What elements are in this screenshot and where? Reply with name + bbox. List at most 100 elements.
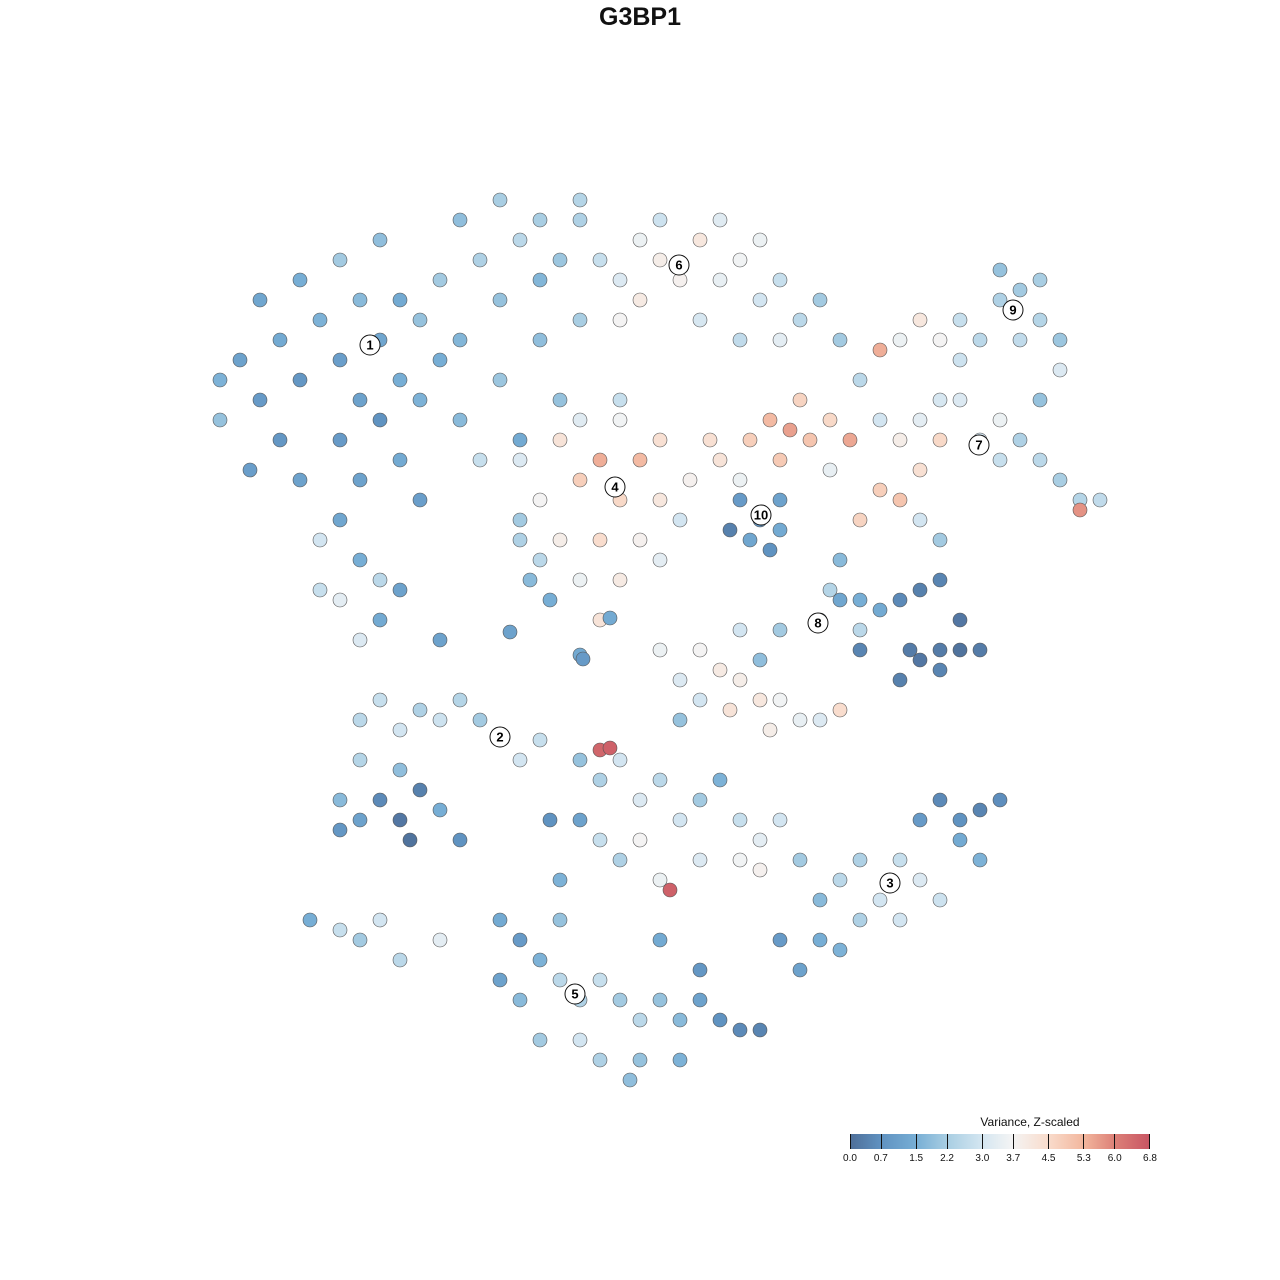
data-point — [532, 212, 548, 228]
data-point — [832, 592, 848, 608]
data-point — [872, 412, 888, 428]
cluster-label-badge — [1002, 299, 1024, 321]
data-point — [732, 332, 748, 348]
data-point — [932, 792, 948, 808]
cluster-label-badge — [604, 476, 626, 498]
data-point — [992, 452, 1008, 468]
cluster-label-text: 7 — [975, 438, 982, 453]
legend-tick-label: 6.0 — [1107, 1153, 1122, 1164]
data-point — [592, 1052, 608, 1068]
data-point — [792, 852, 808, 868]
data-point — [552, 872, 568, 888]
data-point — [652, 872, 668, 888]
cluster-label-text: 9 — [1009, 303, 1016, 318]
data-point — [332, 792, 348, 808]
data-point — [772, 692, 788, 708]
data-point — [812, 932, 828, 948]
data-point — [432, 272, 448, 288]
data-point — [912, 412, 928, 428]
data-point — [672, 712, 688, 728]
data-point — [412, 312, 428, 328]
data-point — [532, 492, 548, 508]
data-point — [682, 472, 698, 488]
legend-tick — [1113, 1134, 1115, 1149]
data-point — [932, 572, 948, 588]
data-point — [1032, 272, 1048, 288]
data-point — [872, 342, 888, 358]
data-point — [572, 572, 588, 588]
data-point — [932, 642, 948, 658]
data-point — [772, 492, 788, 508]
data-point — [832, 942, 848, 958]
data-point — [352, 392, 368, 408]
data-point — [212, 412, 228, 428]
data-point — [892, 332, 908, 348]
data-point — [772, 622, 788, 638]
data-point — [532, 552, 548, 568]
data-point — [752, 232, 768, 248]
data-point — [1012, 282, 1028, 298]
data-point — [432, 632, 448, 648]
data-point — [692, 792, 708, 808]
legend-tick-label: 0.0 — [843, 1153, 857, 1164]
data-point — [372, 912, 388, 928]
data-point — [352, 932, 368, 948]
data-point — [932, 392, 948, 408]
data-point — [762, 542, 778, 558]
data-point — [852, 912, 868, 928]
legend-tick-label: 0.7 — [873, 1153, 888, 1164]
legend-tick — [981, 1134, 983, 1149]
cluster-label-text: 10 — [754, 508, 768, 523]
data-point — [1072, 502, 1088, 518]
data-point — [992, 292, 1008, 308]
cluster-label-text: 3 — [886, 876, 893, 891]
data-point — [612, 272, 628, 288]
cluster-label-6: 6 — [668, 254, 690, 276]
data-point — [892, 672, 908, 688]
data-point — [632, 292, 648, 308]
data-point — [672, 1052, 688, 1068]
data-point — [632, 452, 648, 468]
data-point — [572, 1032, 588, 1048]
data-point — [532, 732, 548, 748]
data-point — [792, 712, 808, 728]
data-point — [575, 651, 591, 667]
data-point — [672, 812, 688, 828]
data-point — [952, 352, 968, 368]
data-point — [492, 912, 508, 928]
data-point — [572, 472, 588, 488]
data-point — [1052, 362, 1068, 378]
data-point — [512, 232, 528, 248]
data-point — [832, 552, 848, 568]
data-point — [552, 392, 568, 408]
data-point — [752, 832, 768, 848]
data-point — [1012, 432, 1028, 448]
data-point — [822, 412, 838, 428]
data-point — [762, 412, 778, 428]
data-point — [992, 792, 1008, 808]
data-point — [912, 462, 928, 478]
data-point — [452, 212, 468, 228]
data-point — [722, 522, 738, 538]
data-point — [492, 192, 508, 208]
data-point — [492, 292, 508, 308]
data-point — [332, 352, 348, 368]
cluster-label-badge — [668, 254, 690, 276]
cluster-label-badge — [359, 334, 381, 356]
cluster-label-2: 2 — [489, 726, 511, 748]
data-point — [772, 332, 788, 348]
data-point — [672, 512, 688, 528]
data-point — [832, 702, 848, 718]
chart-title: G3BP1 — [599, 3, 681, 31]
data-point — [552, 912, 568, 928]
data-point — [352, 812, 368, 828]
data-point — [292, 272, 308, 288]
points-layer — [212, 192, 1108, 1088]
data-point — [1092, 492, 1108, 508]
data-point — [842, 432, 858, 448]
data-point — [332, 822, 348, 838]
data-point — [272, 332, 288, 348]
data-point — [652, 642, 668, 658]
data-point — [502, 624, 518, 640]
data-point — [602, 740, 618, 756]
